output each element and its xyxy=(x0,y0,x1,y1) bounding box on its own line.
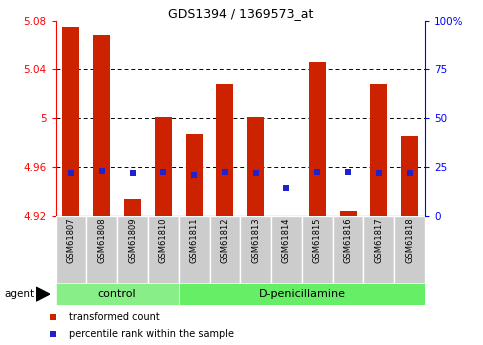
Bar xyxy=(216,84,233,216)
Text: transformed count: transformed count xyxy=(69,312,159,322)
Text: GSM61814: GSM61814 xyxy=(282,218,291,263)
Title: GDS1394 / 1369573_at: GDS1394 / 1369573_at xyxy=(168,7,313,20)
Bar xyxy=(148,216,179,285)
Bar xyxy=(179,216,210,285)
Bar xyxy=(155,117,172,216)
Bar xyxy=(56,216,86,285)
Bar xyxy=(309,62,326,216)
Bar xyxy=(340,211,356,216)
Text: GSM61811: GSM61811 xyxy=(190,218,199,263)
Bar xyxy=(210,216,240,285)
Text: GSM61808: GSM61808 xyxy=(97,218,106,263)
Bar xyxy=(364,216,394,285)
Bar xyxy=(401,136,418,216)
Bar xyxy=(278,216,295,225)
Bar xyxy=(302,216,333,285)
Bar xyxy=(394,216,425,285)
Text: D-penicillamine: D-penicillamine xyxy=(258,289,345,299)
Bar xyxy=(124,199,141,216)
Bar xyxy=(333,216,364,285)
Text: GSM61809: GSM61809 xyxy=(128,218,137,263)
Bar xyxy=(179,283,425,305)
Text: GSM61817: GSM61817 xyxy=(374,218,384,263)
Polygon shape xyxy=(36,287,50,301)
Bar xyxy=(240,216,271,285)
Text: GSM61813: GSM61813 xyxy=(251,218,260,263)
Text: GSM61816: GSM61816 xyxy=(343,218,353,263)
Bar xyxy=(117,216,148,285)
Bar xyxy=(56,283,179,305)
Text: GSM61812: GSM61812 xyxy=(220,218,229,263)
Text: GSM61818: GSM61818 xyxy=(405,218,414,263)
Text: percentile rank within the sample: percentile rank within the sample xyxy=(69,329,234,339)
Text: agent: agent xyxy=(5,289,35,299)
Bar xyxy=(86,216,117,285)
Bar xyxy=(93,35,110,216)
Text: GSM61807: GSM61807 xyxy=(67,218,75,263)
Bar xyxy=(247,117,264,216)
Bar xyxy=(185,134,202,216)
Text: control: control xyxy=(98,289,136,299)
Bar xyxy=(370,84,387,216)
Bar xyxy=(271,216,302,285)
Bar xyxy=(62,27,79,216)
Text: GSM61810: GSM61810 xyxy=(159,218,168,263)
Text: GSM61815: GSM61815 xyxy=(313,218,322,263)
